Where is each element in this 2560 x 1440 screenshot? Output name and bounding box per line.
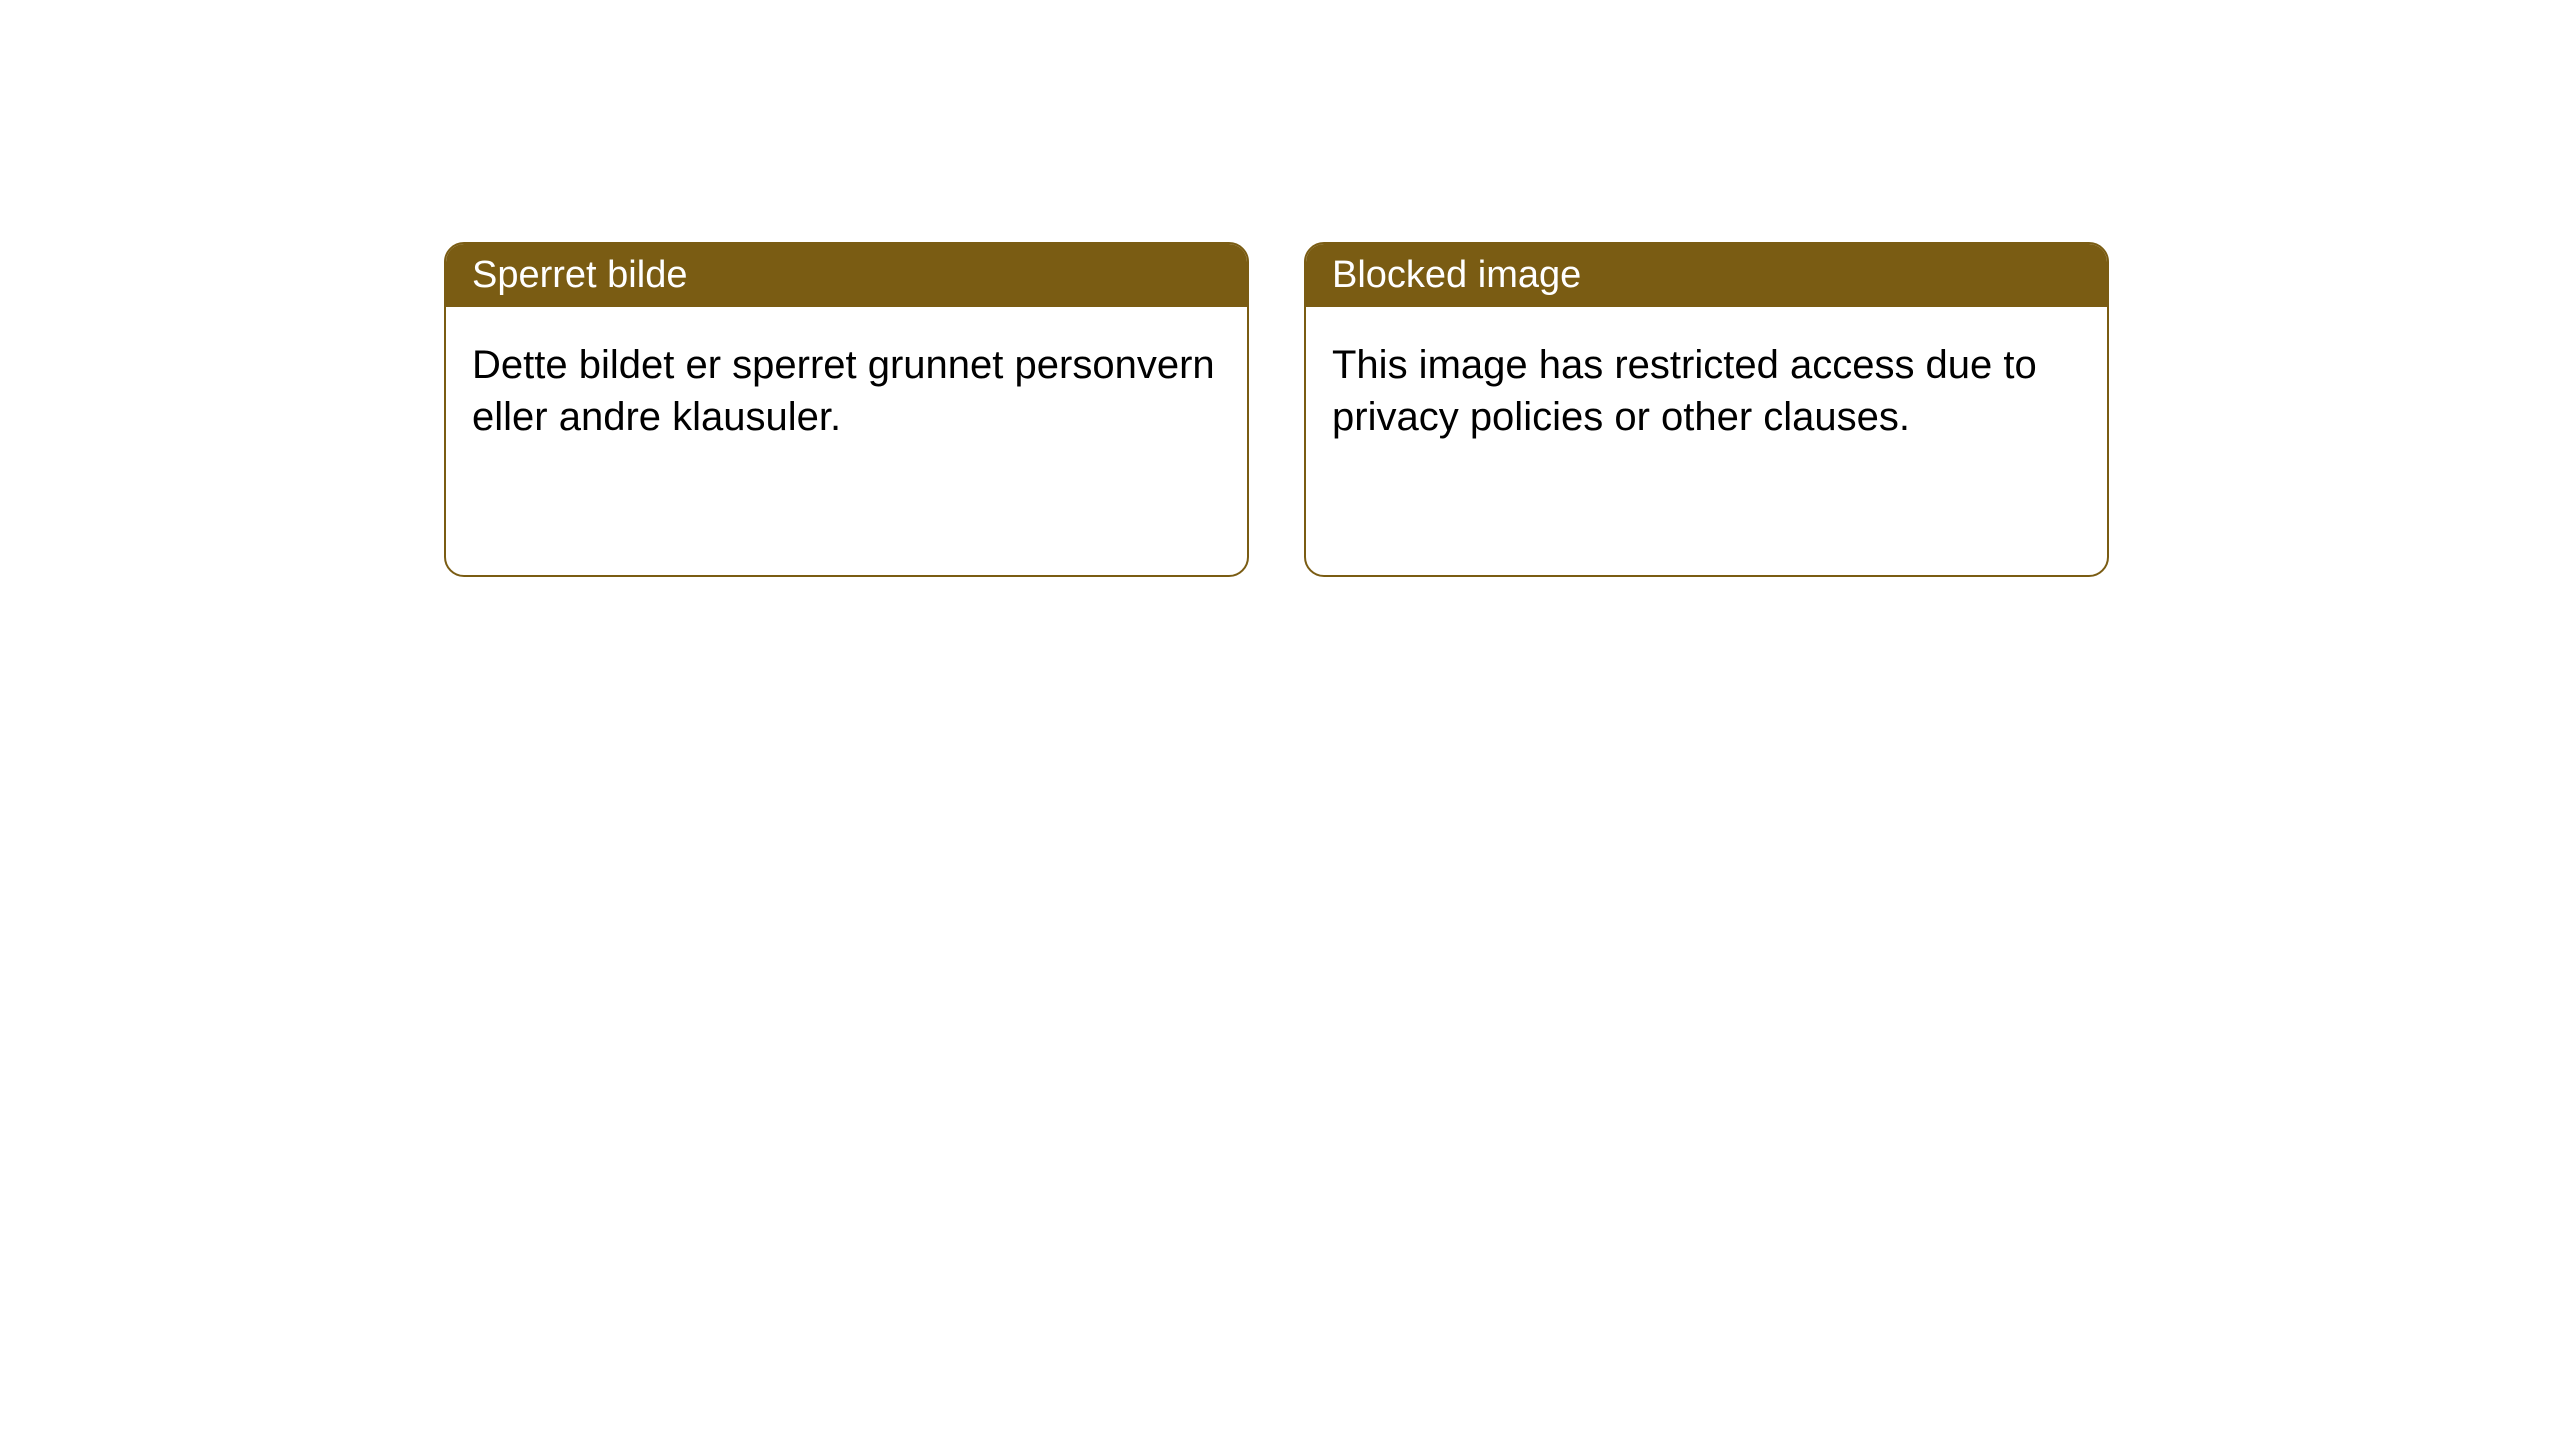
card-title-no: Sperret bilde bbox=[446, 244, 1247, 307]
blocked-image-card-en: Blocked image This image has restricted … bbox=[1304, 242, 2109, 577]
card-body-en: This image has restricted access due to … bbox=[1306, 307, 2107, 475]
card-body-no: Dette bildet er sperret grunnet personve… bbox=[446, 307, 1247, 475]
blocked-image-notices: Sperret bilde Dette bildet er sperret gr… bbox=[444, 242, 2109, 577]
blocked-image-card-no: Sperret bilde Dette bildet er sperret gr… bbox=[444, 242, 1249, 577]
card-title-en: Blocked image bbox=[1306, 244, 2107, 307]
